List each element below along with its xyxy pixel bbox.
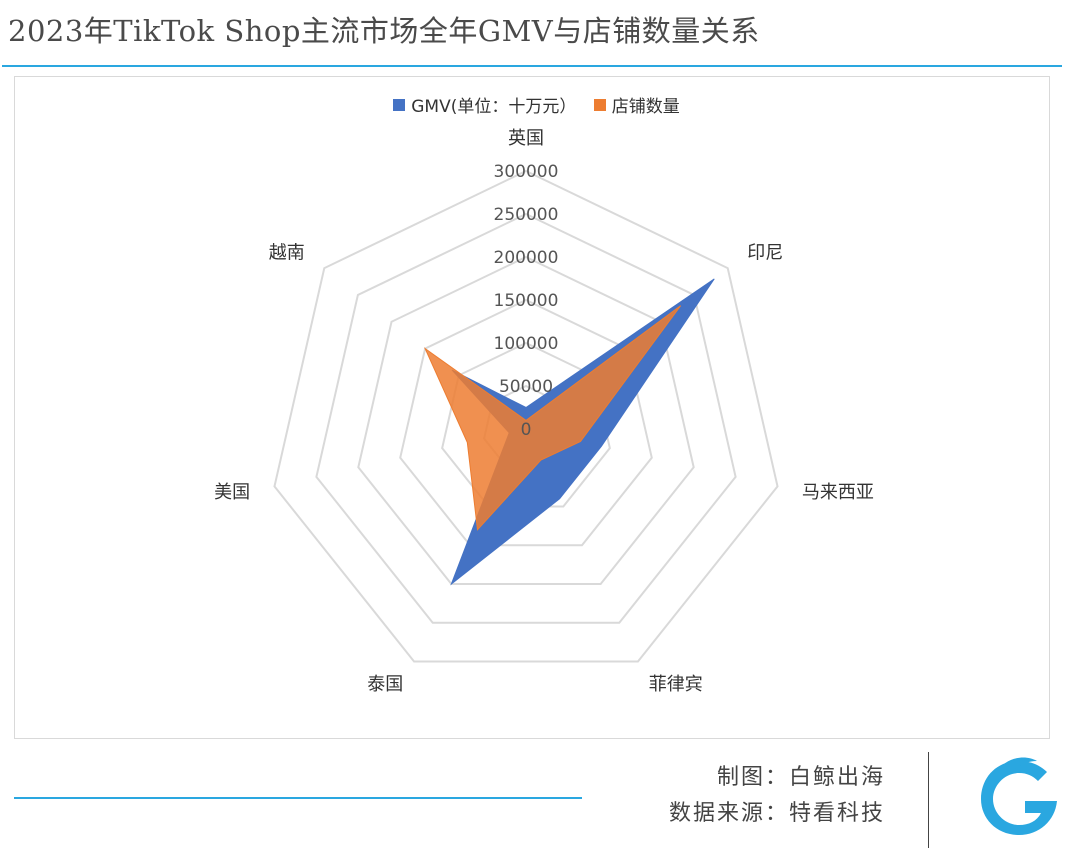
legend-label-gmv: GMV(单位：十万元）: [411, 97, 577, 117]
chart-title: 2023年TikTok Shop主流市场全年GMV与店铺数量关系: [8, 14, 760, 48]
legend-swatch-gmv: [393, 98, 406, 111]
category-label-5: 美国: [214, 482, 250, 503]
data-source: 数据来源：特看科技: [668, 801, 885, 826]
category-label-2: 马来西亚: [802, 482, 874, 503]
chart-maker: 制图：白鲸出海: [716, 765, 885, 790]
category-label-3: 菲律宾: [649, 674, 703, 695]
chart-legend: GMV(单位：十万元） 店铺数量: [0, 92, 1073, 117]
legend-label-shops: 店铺数量: [611, 97, 680, 117]
radial-tick-label-4: 200000: [494, 248, 559, 268]
legend-item-shops[interactable]: 店铺数量: [593, 92, 680, 117]
radar-grid-ring-6: [273, 169, 779, 663]
radar-series-shops: [423, 305, 682, 531]
radial-tick-label-5: 250000: [494, 205, 559, 225]
footer-divider: [14, 797, 582, 799]
category-label-0: 英国: [508, 128, 544, 149]
legend-item-gmv[interactable]: GMV(单位：十万元）: [393, 92, 576, 117]
category-label-1: 印尼: [747, 243, 783, 264]
radar-chart: 0 50000 100000 150000 200000 250000 300000 英国印尼…: [214, 128, 874, 695]
baijing-logo-icon: [981, 757, 1057, 835]
radial-tick-label-0: 0: [521, 420, 532, 440]
radial-tick-label-3: 150000: [494, 291, 559, 311]
radial-tick-label-1: 50000: [499, 377, 553, 397]
credits: 制图：白鲸出海 数据来源：特看科技: [669, 760, 885, 832]
category-label-4: 泰国: [367, 674, 403, 695]
radial-tick-label-6: 300000: [494, 162, 559, 182]
radial-tick-label-2: 100000: [494, 334, 559, 354]
credits-separator: [928, 752, 929, 848]
category-label-6: 越南: [269, 243, 305, 264]
title-divider: [2, 65, 1062, 67]
radar-grid-ring-5: [315, 212, 737, 624]
legend-swatch-shops: [593, 98, 606, 111]
